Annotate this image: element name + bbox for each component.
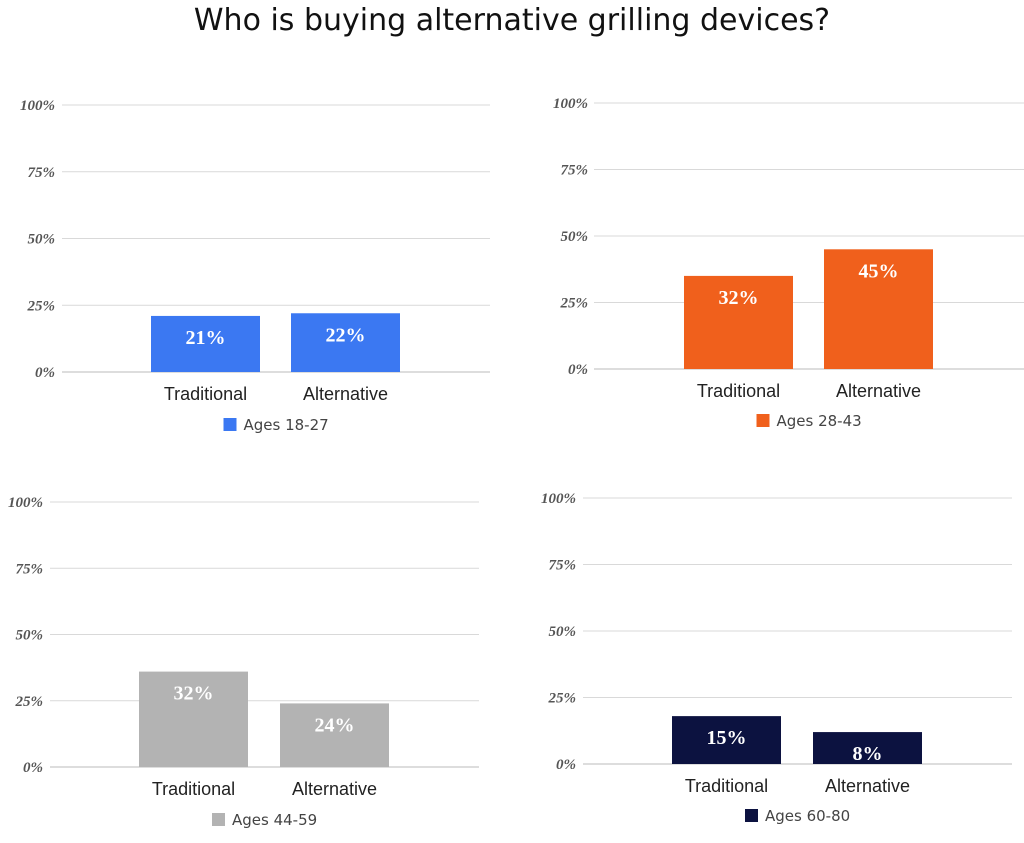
y-tick-label: 100% xyxy=(541,491,576,507)
x-category-label: Traditional xyxy=(152,779,235,799)
y-tick-label: 50% xyxy=(16,628,44,644)
bar-alternative xyxy=(824,249,933,369)
x-category-label: Traditional xyxy=(697,381,780,401)
y-tick-label: 75% xyxy=(561,163,589,179)
data-label: 21% xyxy=(186,327,226,349)
y-tick-label: 25% xyxy=(15,694,44,710)
x-category-label: Traditional xyxy=(164,384,247,404)
chart-ages-44-59: 100% 75% 50% 25% 0% 32% 24% Traditional Alternat… xyxy=(8,495,479,829)
bar-traditional xyxy=(151,315,260,372)
chart-ages-28-43: 100% 75% 50% 25% 0% 32% 45% Traditional Alternat… xyxy=(553,96,1024,430)
legend-label: Ages 60-80 xyxy=(765,807,850,825)
legend-label: Ages 28-43 xyxy=(777,412,862,430)
chart-ages-60-80: 100% 75% 50% 25% 0% 15% 8% Traditional Alternati… xyxy=(541,491,1012,825)
page-title: Who is buying alternative grilling devic… xyxy=(193,3,831,38)
x-category-label: Alternative xyxy=(292,779,377,799)
y-tick-label: 50% xyxy=(561,229,589,245)
y-tick-label: 0% xyxy=(35,365,55,381)
bar-traditional xyxy=(139,671,248,767)
data-label: 8% xyxy=(853,743,883,765)
legend-swatch xyxy=(223,418,237,431)
legend-label: Ages 18-27 xyxy=(244,416,329,434)
data-label: 22% xyxy=(326,324,366,346)
bar-alternative xyxy=(813,732,922,764)
y-tick-label: 75% xyxy=(28,165,56,181)
y-tick-label: 50% xyxy=(28,232,56,248)
x-category-label: Alternative xyxy=(303,384,388,404)
data-label: 15% xyxy=(707,727,747,749)
y-tick-label: 25% xyxy=(27,298,56,314)
y-tick-label: 100% xyxy=(20,98,55,114)
x-category-label: Alternative xyxy=(836,381,921,401)
bar-alternative xyxy=(291,313,400,372)
data-label: 45% xyxy=(859,260,899,282)
data-label: 32% xyxy=(174,683,214,705)
bar-traditional xyxy=(672,716,781,764)
y-tick-label: 100% xyxy=(8,495,43,511)
y-tick-label: 50% xyxy=(549,624,577,640)
legend-label: Ages 44-59 xyxy=(232,811,317,829)
x-category-label: Alternative xyxy=(825,776,910,796)
data-label: 24% xyxy=(315,714,355,736)
y-tick-label: 0% xyxy=(568,362,588,378)
y-tick-label: 0% xyxy=(556,757,576,773)
bar-alternative xyxy=(280,703,389,767)
y-tick-label: 100% xyxy=(553,96,588,112)
legend-swatch xyxy=(756,414,770,427)
legend-swatch xyxy=(212,813,225,826)
chart-ages-18-27: 100% 75% 50% 25% 0% 21% 22% Traditional Alternat… xyxy=(20,98,490,434)
y-tick-label: 75% xyxy=(549,558,577,574)
y-tick-label: 25% xyxy=(548,691,577,707)
y-tick-label: 0% xyxy=(23,760,43,776)
bar-traditional xyxy=(684,275,793,369)
x-category-label: Traditional xyxy=(685,776,768,796)
y-tick-label: 25% xyxy=(560,296,589,312)
legend-swatch xyxy=(745,809,758,822)
y-tick-label: 75% xyxy=(16,561,44,577)
data-label: 32% xyxy=(719,287,759,309)
